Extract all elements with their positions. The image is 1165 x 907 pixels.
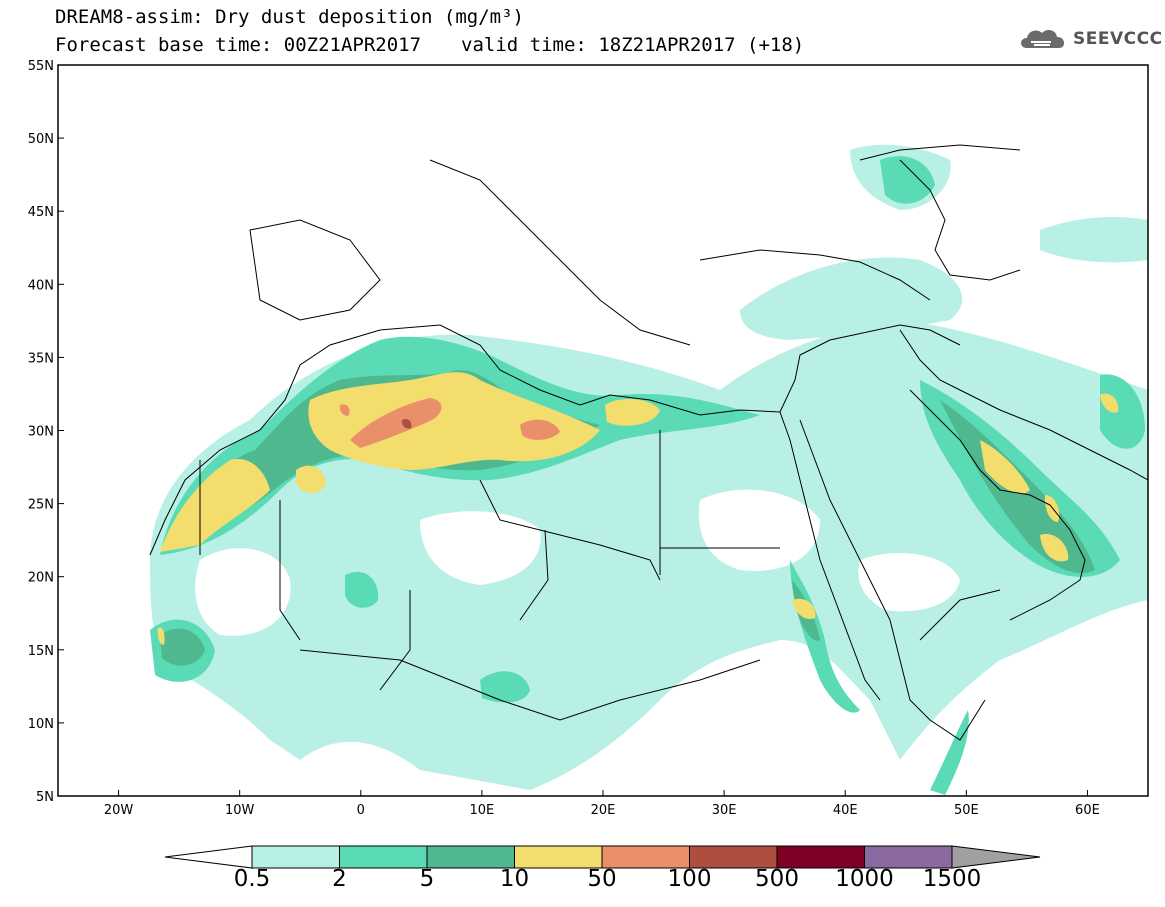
lon-tick-label: 60E — [1075, 803, 1100, 818]
contour-0.5-north — [740, 257, 963, 340]
colorbar-label: 2 — [332, 866, 347, 892]
contour-0.5-east — [1040, 217, 1148, 263]
coastlines-and-borders — [149, 144, 1148, 741]
contour-50-w — [339, 404, 350, 416]
brand-name: SEEVCCC — [1073, 29, 1163, 49]
lat-tick-label: 50N — [28, 132, 54, 147]
contour-5-senegal — [160, 628, 205, 666]
contour-10-libya — [605, 398, 660, 426]
contour-2-horn — [930, 710, 969, 795]
lon-tick-label: 30E — [712, 803, 737, 818]
contour-50 — [350, 398, 442, 448]
contour-10 — [160, 459, 270, 552]
lon-tick-label: 20W — [104, 803, 134, 818]
contour-10-iran — [1100, 393, 1119, 413]
colorbar-label: 5 — [419, 866, 435, 892]
colorbar-label: 1500 — [922, 866, 982, 892]
lon-tick-label: 40E — [833, 803, 858, 818]
lat-tick-label: 30N — [28, 425, 54, 440]
deposition-field — [150, 144, 1148, 795]
lat-tick-label: 45N — [28, 205, 54, 220]
lon-tick-label: 10E — [470, 803, 495, 818]
lat-tick-label: 5N — [36, 790, 54, 805]
lat-tick-label: 25N — [28, 498, 54, 513]
lon-tick-label: 0 — [357, 803, 365, 818]
lat-tick-label: 35N — [28, 351, 54, 366]
contour-10-oman-north — [1044, 495, 1060, 522]
colorbar-label: 500 — [755, 866, 799, 892]
latitude-axis: 55N 50N 45N 40N 35N 30N 25N 20N 15N 10N 5N — [28, 59, 64, 805]
lon-tick-label: 20E — [591, 803, 616, 818]
forecast-times: Forecast base time: 00Z21APR2017 valid ti… — [55, 34, 804, 56]
colorbar-label: 1000 — [835, 866, 894, 892]
contour-100 — [401, 419, 412, 429]
contour-2-chad — [480, 671, 530, 703]
contour-10-uae — [980, 440, 1030, 494]
colorbar-label: 10 — [499, 866, 530, 892]
brand-logo: SEEVCCC — [1017, 26, 1163, 52]
lat-tick-label: 10N — [28, 717, 54, 732]
contour-10-sudan — [792, 598, 816, 620]
longitude-axis: 20W 10W 0 10E 20E 30E 40E 50E 60E — [104, 790, 1100, 818]
lat-tick-label: 15N — [28, 644, 54, 659]
contour-10-senegal — [157, 627, 165, 645]
contour-2-redsea — [790, 560, 860, 713]
lat-tick-label: 20N — [28, 571, 54, 586]
cloud-logo-icon — [1021, 29, 1065, 48]
contour-10-mauritania — [296, 465, 326, 493]
contour-2-caspian — [880, 156, 935, 204]
lat-tick-label: 40N — [28, 278, 54, 293]
contour-50-libya — [520, 419, 560, 440]
colorbar-label: 50 — [587, 866, 617, 892]
contour-2-oman — [1100, 374, 1145, 449]
base-time: Forecast base time: 00Z21APR2017 — [55, 34, 422, 56]
valid-time: valid time: 18Z21APR2017 (+18) — [461, 34, 805, 56]
lon-tick-label: 50E — [954, 803, 979, 818]
lat-tick-label: 55N — [28, 59, 54, 74]
lon-tick-label: 10W — [225, 803, 255, 818]
map-title: DREAM8-assim: Dry dust deposition (mg/m³… — [55, 6, 524, 28]
colorbar-label: 100 — [667, 866, 712, 892]
contour-2-patch — [345, 571, 379, 608]
contour-10-oman — [1040, 534, 1069, 562]
colorbar-label: 0.5 — [233, 866, 271, 892]
contour-0.5 — [150, 320, 1148, 790]
contour-10-algeria — [308, 372, 600, 470]
